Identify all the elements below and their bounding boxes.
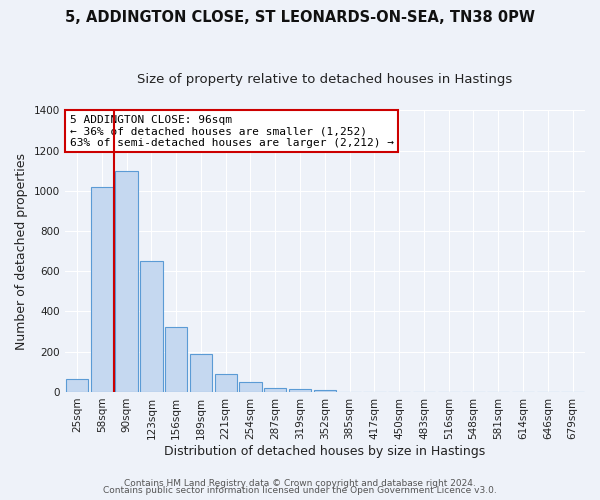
Bar: [289, 389, 311, 392]
X-axis label: Distribution of detached houses by size in Hastings: Distribution of detached houses by size …: [164, 444, 485, 458]
Text: 5, ADDINGTON CLOSE, ST LEONARDS-ON-SEA, TN38 0PW: 5, ADDINGTON CLOSE, ST LEONARDS-ON-SEA, …: [65, 10, 535, 25]
Bar: [314, 390, 336, 392]
Text: Contains public sector information licensed under the Open Government Licence v3: Contains public sector information licen…: [103, 486, 497, 495]
Title: Size of property relative to detached houses in Hastings: Size of property relative to detached ho…: [137, 72, 512, 86]
Bar: [91, 186, 113, 392]
Bar: [66, 379, 88, 392]
Bar: [190, 354, 212, 392]
Text: Contains HM Land Registry data © Crown copyright and database right 2024.: Contains HM Land Registry data © Crown c…: [124, 478, 476, 488]
Bar: [239, 382, 262, 392]
Bar: [165, 326, 187, 392]
Bar: [115, 170, 138, 392]
Y-axis label: Number of detached properties: Number of detached properties: [15, 152, 28, 350]
Bar: [140, 261, 163, 392]
Bar: [264, 388, 286, 392]
Bar: [215, 374, 237, 392]
Text: 5 ADDINGTON CLOSE: 96sqm
← 36% of detached houses are smaller (1,252)
63% of sem: 5 ADDINGTON CLOSE: 96sqm ← 36% of detach…: [70, 114, 394, 148]
